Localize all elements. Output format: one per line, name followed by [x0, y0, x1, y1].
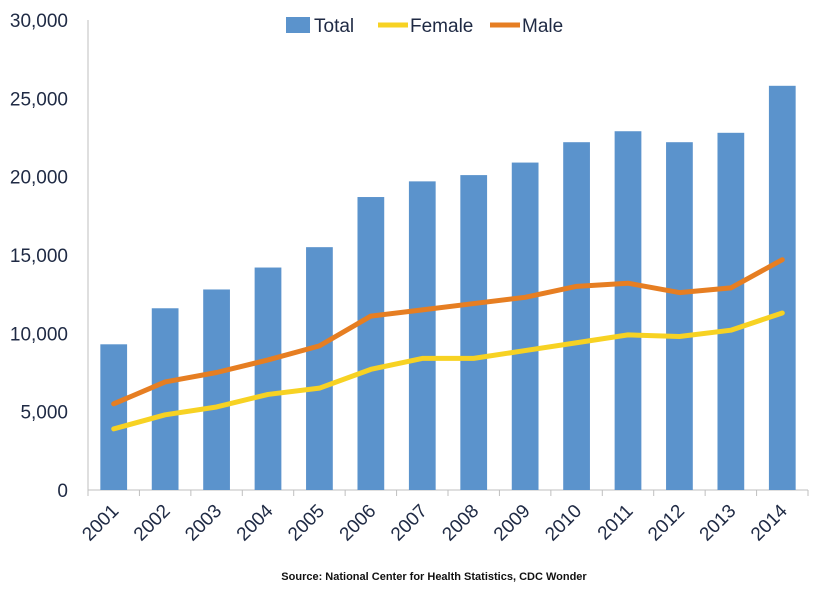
axes [87, 20, 809, 496]
bar-total [768, 85, 796, 491]
bar-total [151, 308, 179, 490]
y-tick-label: 5,000 [20, 403, 68, 424]
x-tick-label: 2005 [284, 501, 329, 546]
y-tick-label: 0 [57, 481, 68, 502]
x-tick-label: 2012 [644, 501, 689, 546]
bar-series [100, 85, 796, 491]
bar-total [357, 197, 385, 491]
x-tick-label: 2008 [439, 501, 484, 546]
bar-total [100, 344, 128, 490]
x-tick-label: 2003 [181, 501, 226, 546]
legend-label-female: Female [410, 16, 473, 37]
bar-total [408, 181, 436, 490]
y-tick-label: 15,000 [10, 246, 68, 267]
line-male [111, 257, 785, 407]
bar-total [460, 175, 488, 490]
x-tick-label: 2009 [490, 501, 535, 546]
source-note: Source: National Center for Health Stati… [281, 571, 587, 583]
bar-total [666, 142, 693, 490]
x-tick-label: 2013 [696, 501, 741, 546]
x-tick-label: 2011 [594, 501, 638, 545]
x-tick-label: 2010 [541, 501, 586, 546]
x-tick-label: 2002 [130, 501, 175, 546]
legend-label-male: Male [522, 16, 563, 37]
y-tick-label: 30,000 [10, 11, 68, 32]
bar-total [614, 131, 642, 490]
x-tick-label: 2007 [387, 501, 432, 546]
y-tick-label: 25,000 [10, 89, 68, 110]
y-tick-label: 20,000 [10, 168, 68, 189]
y-tick-label: 10,000 [10, 324, 68, 345]
legend-swatch-total [286, 17, 310, 33]
x-tick-label: 2014 [747, 500, 792, 545]
bar-total [511, 162, 539, 491]
bar-total [254, 267, 282, 490]
line-female [111, 310, 785, 432]
line-series [111, 257, 785, 432]
x-tick-label: 2006 [336, 501, 381, 546]
bar-total [563, 142, 590, 490]
legend-label-total: Total [314, 16, 354, 37]
x-tick-label: 2001 [79, 501, 124, 546]
x-tick-label: 2004 [233, 500, 278, 545]
legend: Total Female Male [286, 16, 563, 37]
bar-total [717, 132, 745, 491]
bar-total [306, 247, 333, 490]
bar-total [203, 289, 230, 490]
